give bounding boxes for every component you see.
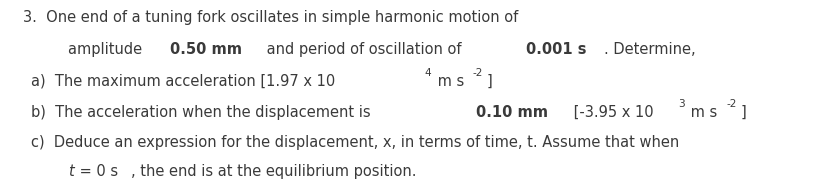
Text: = 0 s: = 0 s xyxy=(75,164,118,179)
Text: 3.  One end of a tuning fork oscillates in simple harmonic motion of: 3. One end of a tuning fork oscillates i… xyxy=(23,10,518,25)
Text: , the end is at the equilibrium position.: , the end is at the equilibrium position… xyxy=(131,164,416,179)
Text: [-3.95 x 10: [-3.95 x 10 xyxy=(568,105,653,120)
Text: 0.50 mm: 0.50 mm xyxy=(170,42,241,57)
Text: and period of oscillation of: and period of oscillation of xyxy=(262,42,466,57)
Text: m s: m s xyxy=(432,74,463,89)
Text: m s: m s xyxy=(686,105,717,120)
Text: 0.001 s: 0.001 s xyxy=(525,42,586,57)
Text: . Determine,: . Determine, xyxy=(603,42,695,57)
Text: ]: ] xyxy=(739,105,745,120)
Text: b)  The acceleration when the displacement is: b) The acceleration when the displacemen… xyxy=(31,105,375,120)
Text: 0.10 mm: 0.10 mm xyxy=(475,105,547,120)
Text: ]: ] xyxy=(485,74,491,89)
Text: 3: 3 xyxy=(677,99,684,109)
Text: t: t xyxy=(68,164,74,179)
Text: a)  The maximum acceleration [1.97 x 10: a) The maximum acceleration [1.97 x 10 xyxy=(31,74,335,89)
Text: c)  Deduce an expression for the displacement, x, in terms of time, t. Assume th: c) Deduce an expression for the displace… xyxy=(31,135,679,150)
Text: 4: 4 xyxy=(423,68,430,78)
Text: -2: -2 xyxy=(726,99,736,109)
Text: amplitude: amplitude xyxy=(68,42,146,57)
Text: -2: -2 xyxy=(472,68,483,78)
